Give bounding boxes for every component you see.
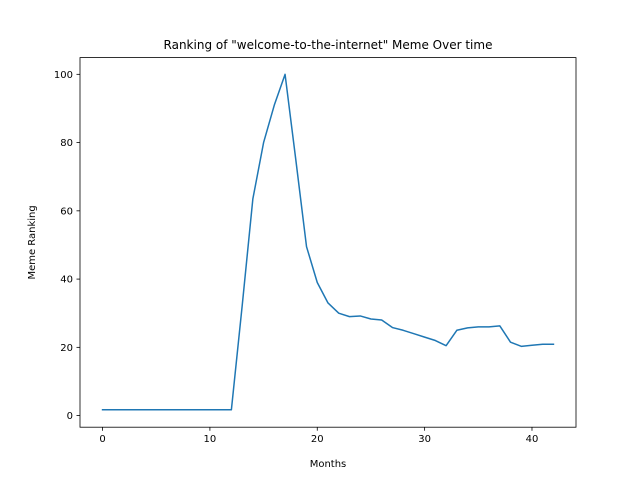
x-axis: 0 10 20 30 40 xyxy=(99,427,538,445)
y-tick-label: 20 xyxy=(60,343,73,354)
x-tick-label: 10 xyxy=(204,434,217,445)
y-tick-label: 0 xyxy=(67,411,73,422)
y-tick-label: 80 xyxy=(60,138,73,149)
series-layer xyxy=(101,73,555,411)
x-axis-label: Months xyxy=(310,459,347,470)
y-axis-label: Meme Ranking xyxy=(27,205,38,279)
chart-title: Ranking of "welcome-to-the-internet" Mem… xyxy=(164,38,493,52)
y-tick-label: 40 xyxy=(60,275,73,286)
y-axis: 0 20 40 60 80 100 xyxy=(54,70,80,422)
x-tick-label: 30 xyxy=(418,434,431,445)
y-tick-label: 100 xyxy=(54,70,73,81)
plot-area-frame xyxy=(79,57,577,428)
y-tick-label: 60 xyxy=(60,206,73,217)
series-line xyxy=(101,73,555,411)
x-tick-label: 40 xyxy=(526,434,539,445)
x-tick-label: 0 xyxy=(99,434,105,445)
x-tick-label: 20 xyxy=(311,434,324,445)
